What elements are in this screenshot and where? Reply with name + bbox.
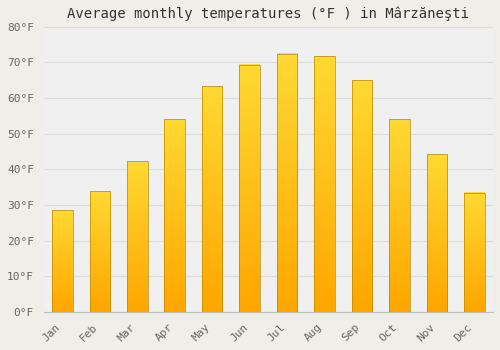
Title: Average monthly temperatures (°F ) in Mârzăneşti: Average monthly temperatures (°F ) in Mâ…: [68, 7, 469, 21]
Bar: [389, 119, 409, 312]
Bar: [127, 161, 148, 312]
Bar: [240, 65, 260, 312]
Bar: [352, 80, 372, 312]
Bar: [426, 154, 447, 312]
Bar: [464, 193, 484, 312]
Bar: [164, 119, 185, 312]
Bar: [202, 86, 222, 312]
Bar: [277, 54, 297, 312]
Bar: [314, 56, 335, 312]
Bar: [52, 210, 72, 312]
Bar: [90, 191, 110, 312]
